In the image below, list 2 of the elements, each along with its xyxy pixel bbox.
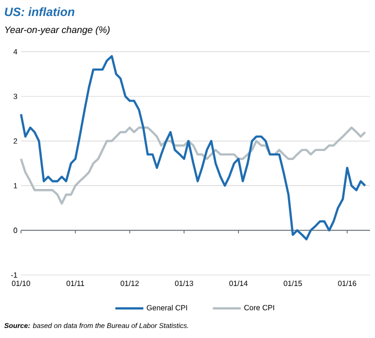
chart-subtitle: Year-on-year change (%) [5, 26, 110, 35]
chart-title: US: inflation [4, 7, 74, 16]
